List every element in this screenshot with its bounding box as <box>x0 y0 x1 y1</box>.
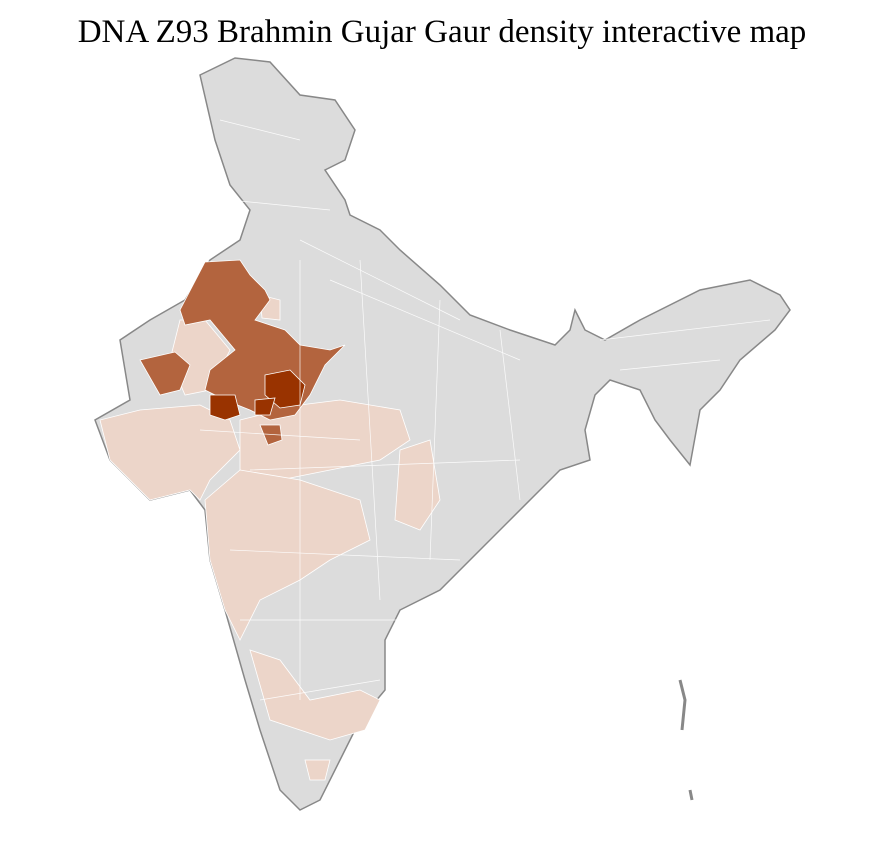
district-boundaries <box>199 119 771 701</box>
district-low-maharashtra <box>204 469 371 641</box>
district-low-kerala <box>304 759 331 781</box>
district-low-gujarat <box>99 404 241 501</box>
medium-density-districts[interactable] <box>139 259 346 446</box>
district-medium-mp <box>259 424 283 446</box>
district-medium-barmer <box>139 351 191 396</box>
andaman-islands <box>678 679 694 801</box>
district-low-chhattisgarh <box>394 439 441 531</box>
district-low-south <box>249 649 381 741</box>
district-high-1 <box>209 394 241 421</box>
district-medium-rajasthan <box>179 259 346 421</box>
map-title: DNA Z93 Brahmin Gujar Gaur density inter… <box>77 14 807 50</box>
district-high-3 <box>254 397 276 416</box>
low-density-districts[interactable] <box>99 294 441 781</box>
high-density-districts[interactable] <box>209 369 306 421</box>
